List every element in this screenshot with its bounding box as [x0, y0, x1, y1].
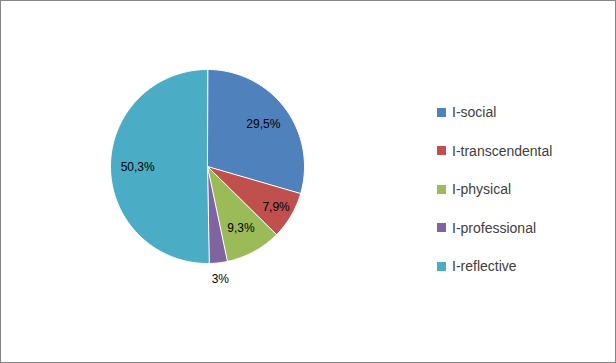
svg-text:50,3%: 50,3%: [121, 160, 155, 174]
svg-text:7,9%: 7,9%: [262, 200, 290, 214]
svg-text:9,3%: 9,3%: [227, 221, 255, 235]
html-text:I-social: I-social: [452, 104, 497, 121]
html-text:I-reflective: I-reflective: [452, 258, 517, 275]
html-text:I-transcendental: I-transcendental: [452, 142, 553, 159]
html-text:I-professional: I-professional: [452, 219, 536, 236]
svg-text:29,5%: 29,5%: [246, 117, 280, 131]
svg-text:3%: 3%: [212, 272, 230, 286]
html-text:I-physical: I-physical: [452, 181, 512, 198]
